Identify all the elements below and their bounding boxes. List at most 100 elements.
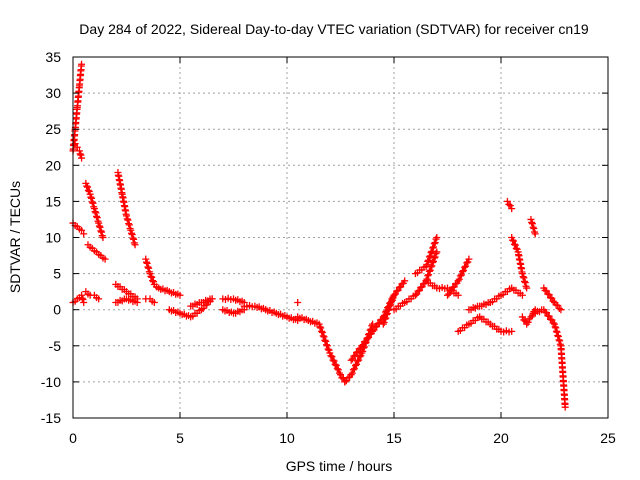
data-point xyxy=(387,301,395,309)
y-tick-label: -5 xyxy=(49,338,62,354)
data-point xyxy=(411,291,419,299)
data-point xyxy=(128,230,136,238)
data-point xyxy=(148,273,156,281)
data-point xyxy=(557,306,565,314)
data-point xyxy=(97,227,105,235)
data-point xyxy=(418,283,426,291)
data-point xyxy=(545,291,553,299)
data-point xyxy=(80,298,88,306)
data-point xyxy=(347,371,355,379)
data-point xyxy=(448,286,456,294)
data-point xyxy=(125,221,133,229)
data-point xyxy=(509,236,517,244)
x-tick-label: 20 xyxy=(493,430,509,446)
data-point xyxy=(425,256,433,264)
data-point xyxy=(320,333,328,341)
data-point xyxy=(462,262,470,270)
data-point xyxy=(503,197,511,205)
x-tick-label: 25 xyxy=(600,430,616,446)
data-point xyxy=(348,369,356,377)
data-point xyxy=(545,312,553,320)
y-tick-label: 25 xyxy=(45,121,61,137)
data-point xyxy=(142,255,150,263)
data-point xyxy=(523,284,531,292)
data-point xyxy=(331,360,339,368)
data-point xyxy=(521,277,529,285)
data-point xyxy=(123,215,131,223)
data-point xyxy=(316,323,324,331)
x-tick-label: 5 xyxy=(176,430,184,446)
data-point xyxy=(454,291,462,299)
data-point xyxy=(354,357,362,365)
data-point xyxy=(424,257,432,265)
data-point xyxy=(422,262,430,270)
data-point xyxy=(530,224,538,232)
data-point xyxy=(330,357,338,365)
data-point xyxy=(391,290,399,298)
data-point xyxy=(144,263,152,271)
data-point xyxy=(355,356,363,364)
data-point xyxy=(383,310,391,318)
data-point xyxy=(131,241,139,249)
data-point xyxy=(510,237,518,245)
data-point xyxy=(318,327,326,335)
data-point xyxy=(329,356,337,364)
data-point xyxy=(76,150,84,158)
data-point xyxy=(333,365,341,373)
data-point xyxy=(428,247,436,255)
data-point xyxy=(380,319,388,327)
data-point xyxy=(332,361,340,369)
data-point xyxy=(429,244,437,252)
data-point xyxy=(529,223,537,231)
data-point xyxy=(368,322,376,330)
data-point xyxy=(506,202,514,210)
data-point xyxy=(425,271,433,279)
data-point xyxy=(549,297,557,305)
data-point xyxy=(91,208,99,216)
data-point xyxy=(318,328,326,336)
data-point xyxy=(84,183,92,191)
y-tick-label: 15 xyxy=(45,193,61,209)
data-point xyxy=(321,336,329,344)
data-point xyxy=(508,327,516,335)
data-point xyxy=(394,286,402,294)
data-point xyxy=(337,371,344,379)
data-point xyxy=(373,323,381,331)
data-point xyxy=(555,304,563,312)
data-point xyxy=(427,248,435,256)
data-point xyxy=(319,332,327,340)
data-point xyxy=(150,298,158,306)
data-point xyxy=(125,220,133,228)
data-point xyxy=(124,216,132,224)
data-point xyxy=(78,226,86,234)
data-point xyxy=(432,250,440,258)
data-point xyxy=(505,200,513,208)
data-point xyxy=(548,294,556,302)
data-point xyxy=(101,255,109,263)
y-axis-label: SDTVAR / TECUs xyxy=(7,181,23,293)
data-point xyxy=(88,194,96,202)
data-point xyxy=(84,186,92,194)
data-point xyxy=(511,241,519,249)
grid-lines xyxy=(73,57,608,418)
data-point xyxy=(95,219,103,227)
data-point xyxy=(80,230,88,238)
data-point xyxy=(425,253,433,261)
data-point xyxy=(127,226,135,234)
data-point xyxy=(518,291,526,299)
data-point xyxy=(93,212,101,220)
data-point xyxy=(75,147,83,155)
data-point xyxy=(176,291,184,299)
data-point xyxy=(208,295,216,303)
data-point xyxy=(531,230,539,238)
data-point xyxy=(426,266,434,274)
data-point xyxy=(347,356,355,364)
data-point xyxy=(521,279,529,287)
x-axis-label: GPS time / hours xyxy=(286,458,393,474)
data-point xyxy=(365,333,373,341)
data-point xyxy=(424,272,432,280)
data-point xyxy=(542,287,550,295)
data-point xyxy=(142,258,150,266)
